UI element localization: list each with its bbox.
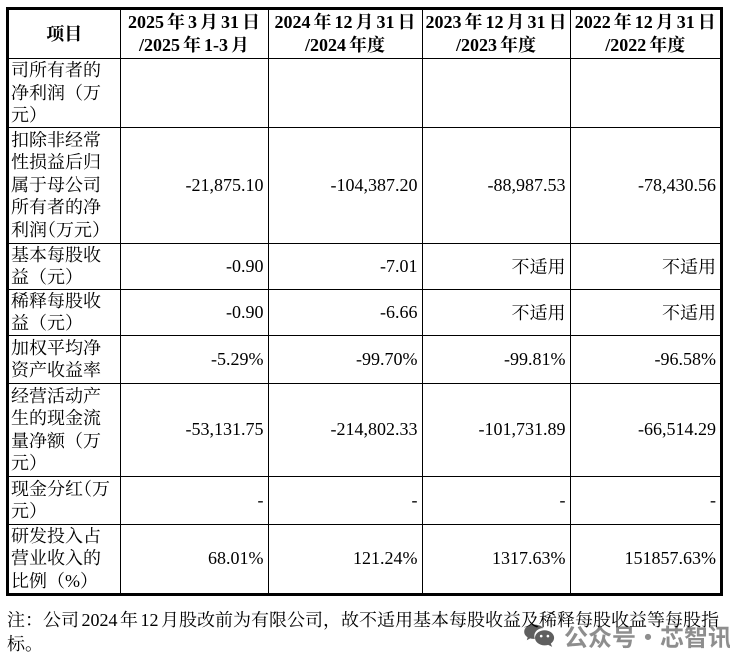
table-header-row: 项目 2025 年 3 月 31 日 /2025 年 1-3 月 2024 年 … (7, 8, 722, 59)
table-row: 现金分红（万 元） - - - - (7, 475, 722, 525)
cell-value: -78,430.56 (569, 126, 722, 244)
row-label: 扣除非经常 性损益后归 属于母公司 所有者的净 利润（万元） (7, 126, 121, 244)
table-row: 研发投入占 营业收入的 比例（%） 68.01% 121.24% 1317.63… (7, 523, 722, 595)
header-period-2024: 2024 年 12 月 31 日 /2024 年度 (267, 8, 423, 59)
table-row: 基本每股收 益（元） -0.90 -7.01 不适用 不适用 (7, 242, 722, 290)
cell-value: 不适用 (421, 288, 571, 336)
row-label: 加权平均净 资产收益率 (7, 334, 121, 384)
cell-value (421, 58, 571, 128)
cell-value: 不适用 (569, 288, 722, 336)
cell-value: -96.58% (569, 334, 722, 384)
cell-value: -88,987.53 (421, 126, 571, 244)
cell-value (119, 58, 269, 128)
table-row: 司所有者的 净利润（万 元） (7, 58, 722, 128)
financial-indicators-table: 项目 2025 年 3 月 31 日 /2025 年 1-3 月 2024 年 … (6, 7, 723, 596)
cell-value: -0.90 (119, 242, 269, 290)
cell-value: -101,731.89 (421, 382, 571, 477)
cell-value: -5.29% (119, 334, 269, 384)
cell-value: -6.66 (267, 288, 423, 336)
cell-value: -104,387.20 (267, 126, 423, 244)
row-label: 司所有者的 净利润（万 元） (7, 58, 121, 128)
footnote: 注：公司 2024 年 12 月股改前为有限公司，故不适用基本每股收益及稀释每股… (7, 610, 719, 654)
row-label: 研发投入占 营业收入的 比例（%） (7, 523, 121, 595)
cell-value: 不适用 (569, 242, 722, 290)
cell-value: -0.90 (119, 288, 269, 336)
cell-value: 151857.63% (569, 523, 722, 595)
cell-value: 1317.63% (421, 523, 571, 595)
cell-value: -53,131.75 (119, 382, 269, 477)
table-row: 加权平均净 资产收益率 -5.29% -99.70% -99.81% -96.5… (7, 334, 722, 384)
header-period-2025: 2025 年 3 月 31 日 /2025 年 1-3 月 (119, 8, 269, 59)
cell-value: -66,514.29 (569, 382, 722, 477)
cell-value: - (569, 475, 722, 525)
table-row: 扣除非经常 性损益后归 属于母公司 所有者的净 利润（万元） -21,875.1… (7, 126, 722, 244)
header-item-column: 项目 (7, 8, 121, 59)
cell-value: 不适用 (421, 242, 571, 290)
row-label: 稀释每股收 益（元） (7, 288, 121, 336)
cell-value: - (267, 475, 423, 525)
cell-value: -99.81% (421, 334, 571, 384)
cell-value: 121.24% (267, 523, 423, 595)
header-period-2022: 2022 年 12 月 31 日 /2022 年度 (569, 8, 722, 59)
cell-value: 68.01% (119, 523, 269, 595)
header-period-2023: 2023 年 12 月 31 日 /2023 年度 (421, 8, 571, 59)
table-row: 经营活动产 生的现金流 量净额（万 元） -53,131.75 -214,802… (7, 382, 722, 477)
row-label: 现金分红（万 元） (7, 475, 121, 525)
row-label: 基本每股收 益（元） (7, 242, 121, 290)
cell-value: - (119, 475, 269, 525)
cell-value: -214,802.33 (267, 382, 423, 477)
cell-value: -99.70% (267, 334, 423, 384)
cell-value: - (421, 475, 571, 525)
cell-value: -7.01 (267, 242, 423, 290)
table-row: 稀释每股收 益（元） -0.90 -6.66 不适用 不适用 (7, 288, 722, 336)
cell-value (569, 58, 722, 128)
cell-value (267, 58, 423, 128)
cell-value: -21,875.10 (119, 126, 269, 244)
row-label: 经营活动产 生的现金流 量净额（万 元） (7, 382, 121, 477)
